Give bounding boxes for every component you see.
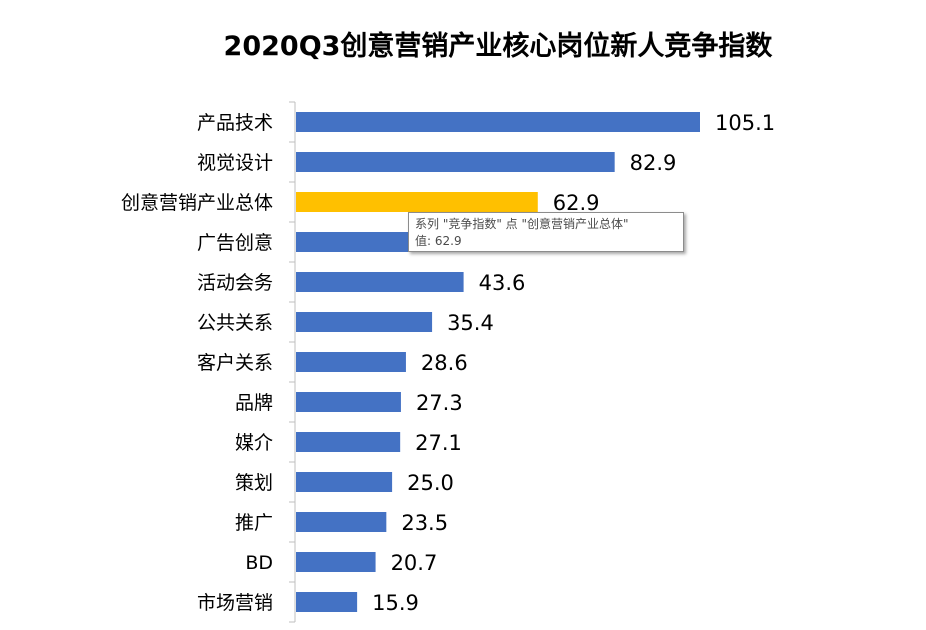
bar-3[interactable] xyxy=(296,192,538,212)
category-label: 品牌 xyxy=(235,392,273,414)
data-point-tooltip: 系列 "竞争指数" 点 "创意营销产业总体" 值: 62.9 xyxy=(408,212,684,252)
data-label: 25.0 xyxy=(407,471,454,495)
category-label: 广告创意 xyxy=(197,232,273,254)
data-label: 28.6 xyxy=(421,351,468,375)
bar-2[interactable] xyxy=(296,152,615,172)
category-axis xyxy=(289,101,296,623)
bars xyxy=(296,112,700,612)
data-label: 82.9 xyxy=(630,151,677,175)
category-label: 市场营销 xyxy=(197,592,273,614)
bar-13[interactable] xyxy=(296,592,358,612)
chart-title: 2020Q3创意营销产业核心岗位新人竞争指数 xyxy=(223,31,773,62)
tooltip-series-line: 系列 "竞争指数" 点 "创意营销产业总体" xyxy=(415,217,629,231)
data-label: 23.5 xyxy=(401,511,448,535)
category-label: 客户关系 xyxy=(197,352,273,374)
bar-5[interactable] xyxy=(296,272,464,292)
bar-7[interactable] xyxy=(296,352,406,372)
category-label: 媒介 xyxy=(235,432,273,454)
category-label: 活动会务 xyxy=(197,272,273,294)
bar-10[interactable] xyxy=(296,472,393,492)
category-labels: 产品技术视觉设计创意营销产业总体广告创意活动会务公共关系客户关系品牌媒介策划推广… xyxy=(121,112,273,614)
value-labels: 105.1 82.9 62.9 43.6 35.4 28.6 27.3 27.1 25.0 23.… xyxy=(372,111,775,615)
data-label: 20.7 xyxy=(391,551,438,575)
tooltip-value-line: 值: 62.9 xyxy=(415,234,462,248)
category-label: BD xyxy=(245,552,273,574)
bar-1[interactable] xyxy=(296,112,700,132)
bar-12[interactable] xyxy=(296,552,376,572)
category-label: 视觉设计 xyxy=(197,152,273,174)
category-label: 策划 xyxy=(235,472,273,494)
data-label: 27.3 xyxy=(416,391,463,415)
bar-9[interactable] xyxy=(296,432,401,452)
data-label: 43.6 xyxy=(479,271,526,295)
bar-11[interactable] xyxy=(296,512,387,532)
bar-6[interactable] xyxy=(296,312,433,332)
bar-8[interactable] xyxy=(296,392,401,412)
data-label: 62.9 xyxy=(553,191,600,215)
data-label: 27.1 xyxy=(415,431,462,455)
category-label: 公共关系 xyxy=(197,312,273,334)
category-label: 创意营销产业总体 xyxy=(121,192,273,214)
category-label: 产品技术 xyxy=(197,112,273,134)
category-label: 推广 xyxy=(235,512,273,534)
data-label: 35.4 xyxy=(447,311,494,335)
data-label: 105.1 xyxy=(715,111,775,135)
data-label: 15.9 xyxy=(372,591,419,615)
